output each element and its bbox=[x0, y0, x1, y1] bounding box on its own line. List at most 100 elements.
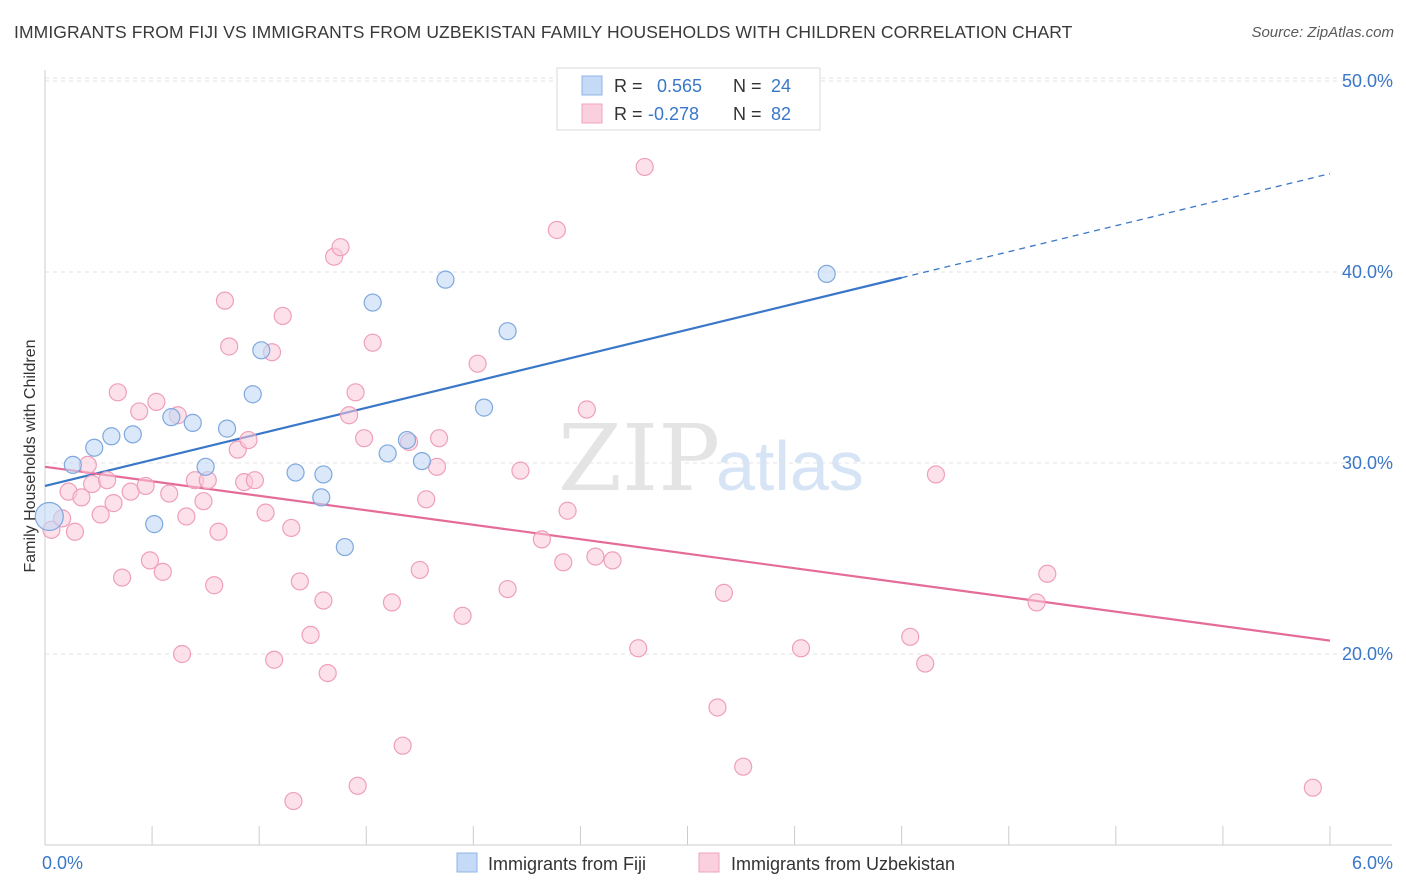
point-fiji bbox=[817, 264, 836, 284]
stats-fiji-r-value: 0.565 bbox=[657, 76, 702, 96]
point-uzbekistan bbox=[284, 791, 303, 811]
point-uzbekistan bbox=[160, 484, 179, 503]
point-uzbekistan bbox=[83, 474, 102, 494]
point-fiji bbox=[85, 438, 104, 457]
trend-line-uzbekistan bbox=[44, 465, 1331, 642]
chart-title: IMMIGRANTS FROM FIJI VS IMMIGRANTS FROM … bbox=[14, 22, 1073, 42]
data-points bbox=[34, 157, 1322, 811]
point-uzbekistan bbox=[340, 406, 359, 425]
point-uzbekistan bbox=[346, 383, 365, 402]
point-fiji bbox=[474, 398, 494, 417]
point-uzbekistan bbox=[282, 518, 301, 538]
point-uzbekistan bbox=[290, 572, 309, 591]
stats-uzbekistan-r-value: -0.278 bbox=[648, 104, 699, 124]
point-uzbekistan bbox=[348, 776, 367, 795]
point-fiji bbox=[397, 430, 417, 450]
point-uzbekistan bbox=[331, 238, 350, 257]
stats-fiji-n-value: 24 bbox=[771, 76, 791, 96]
point-fiji bbox=[243, 385, 262, 404]
point-uzbekistan bbox=[554, 553, 573, 572]
point-uzbekistan bbox=[108, 383, 127, 402]
point-fiji bbox=[252, 341, 271, 360]
point-fiji bbox=[498, 322, 517, 341]
point-uzbekistan bbox=[635, 157, 654, 177]
grid-lines bbox=[45, 77, 1392, 655]
point-uzbekistan bbox=[172, 644, 192, 664]
point-uzbekistan bbox=[586, 547, 605, 566]
legend-fiji-swatch bbox=[456, 852, 478, 873]
point-uzbekistan bbox=[1027, 593, 1046, 612]
stats-uzbekistan-swatch bbox=[581, 103, 603, 124]
stats-fiji-swatch bbox=[581, 75, 603, 96]
point-uzbekistan bbox=[215, 291, 234, 310]
point-uzbekistan bbox=[1038, 564, 1057, 583]
legend-fiji-label: Immigrants from Fiji bbox=[488, 854, 646, 874]
point-uzbekistan bbox=[209, 522, 228, 541]
point-fiji bbox=[145, 515, 164, 534]
point-uzbekistan bbox=[112, 568, 132, 587]
point-uzbekistan bbox=[926, 465, 946, 484]
point-fiji bbox=[63, 455, 82, 475]
point-uzbekistan bbox=[239, 430, 258, 450]
stats-fiji-n-label: N = bbox=[733, 76, 762, 96]
legend: Immigrants from Fiji Immigrants from Uzb… bbox=[456, 852, 955, 874]
y-axis-title: Family Households with Children bbox=[22, 340, 39, 573]
point-uzbekistan bbox=[245, 471, 264, 490]
trend-lines bbox=[44, 173, 1331, 642]
stats-box: R = 0.565 N = 24 R = -0.278 N = 82 bbox=[556, 67, 821, 131]
point-uzbekistan bbox=[547, 220, 566, 240]
point-uzbekistan bbox=[791, 639, 811, 658]
stats-uzbekistan-n-value: 82 bbox=[771, 104, 791, 124]
axes bbox=[44, 70, 1392, 846]
point-fiji bbox=[102, 427, 121, 446]
y-tick-label: 50.0% bbox=[1342, 71, 1393, 91]
point-uzbekistan bbox=[140, 551, 160, 570]
point-uzbekistan bbox=[194, 492, 213, 511]
point-uzbekistan bbox=[468, 354, 487, 373]
point-uzbekistan bbox=[104, 494, 123, 513]
point-uzbekistan bbox=[1303, 778, 1322, 797]
point-uzbekistan bbox=[511, 461, 530, 480]
point-fiji bbox=[335, 537, 354, 557]
point-uzbekistan bbox=[355, 429, 374, 448]
y-tick-label: 40.0% bbox=[1342, 262, 1393, 282]
point-uzbekistan bbox=[453, 606, 472, 625]
trend-line-fiji bbox=[44, 276, 902, 487]
point-uzbekistan bbox=[91, 505, 110, 524]
stats-uzbekistan-n-label: N = bbox=[733, 104, 762, 124]
y-tick-label: 20.0% bbox=[1342, 644, 1393, 664]
point-fiji bbox=[183, 413, 202, 432]
point-fiji bbox=[378, 444, 397, 463]
point-uzbekistan bbox=[318, 663, 337, 683]
point-fiji bbox=[412, 451, 432, 471]
point-uzbekistan bbox=[429, 429, 449, 448]
point-fiji bbox=[34, 501, 64, 532]
point-uzbekistan bbox=[714, 583, 734, 602]
point-uzbekistan bbox=[382, 593, 402, 612]
stats-uzbekistan-r-label: R = bbox=[614, 104, 643, 124]
point-uzbekistan bbox=[577, 400, 596, 419]
point-uzbekistan bbox=[136, 476, 155, 496]
point-uzbekistan bbox=[363, 333, 382, 352]
watermark-zip: ZIP bbox=[558, 405, 720, 512]
point-uzbekistan bbox=[65, 522, 85, 541]
point-uzbekistan bbox=[273, 306, 292, 326]
point-fiji bbox=[217, 419, 237, 438]
point-uzbekistan bbox=[901, 627, 920, 646]
point-fiji bbox=[363, 293, 382, 312]
point-uzbekistan bbox=[205, 576, 224, 595]
point-uzbekistan bbox=[393, 736, 412, 755]
x-tick-label: 0.0% bbox=[42, 853, 83, 873]
point-fiji bbox=[436, 270, 455, 289]
point-uzbekistan bbox=[153, 562, 172, 581]
point-fiji bbox=[314, 465, 333, 484]
point-uzbekistan bbox=[220, 337, 239, 356]
point-uzbekistan bbox=[916, 654, 935, 673]
point-uzbekistan bbox=[314, 591, 333, 610]
point-uzbekistan bbox=[498, 579, 517, 599]
y-tick-label: 30.0% bbox=[1342, 453, 1393, 473]
watermark-atlas: atlas bbox=[716, 427, 864, 505]
chart-source: Source: ZipAtlas.com bbox=[1251, 24, 1394, 41]
point-uzbekistan bbox=[708, 698, 727, 717]
